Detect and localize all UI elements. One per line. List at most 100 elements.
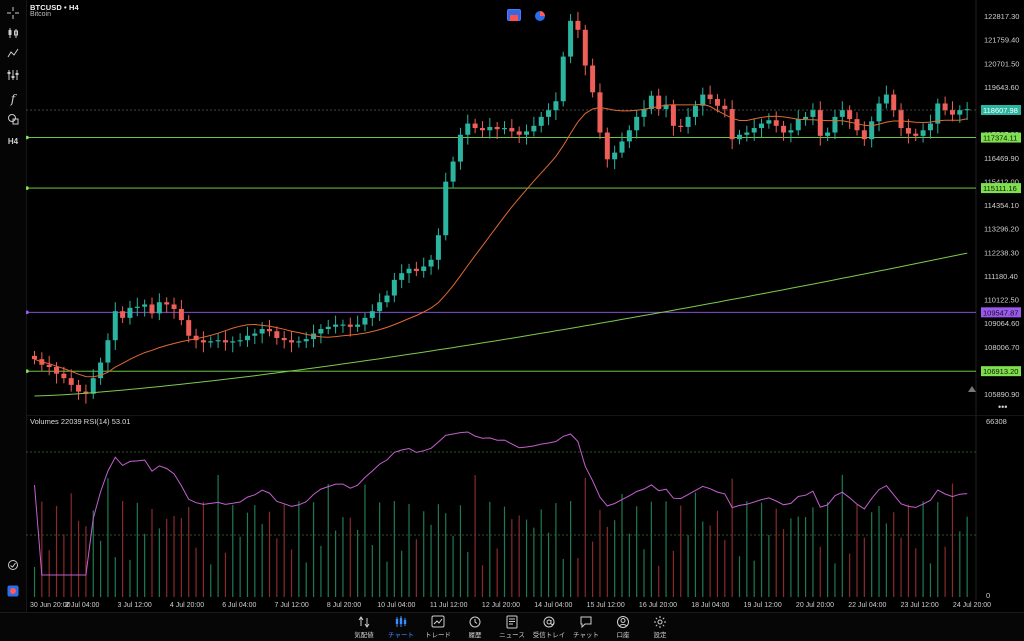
volume-bar [173, 515, 175, 597]
candle [766, 120, 772, 124]
volume-bar [724, 540, 726, 597]
candle [597, 92, 603, 133]
candle [810, 110, 816, 117]
more-options-icon[interactable]: ••• [998, 402, 1007, 412]
volume-bar [298, 501, 300, 597]
candle [222, 340, 228, 343]
volume-bar [584, 477, 586, 597]
volume-bar [276, 538, 278, 597]
nav-chat[interactable]: チャット [568, 614, 604, 640]
scroll-to-end-icon[interactable] [968, 386, 976, 392]
left-toolbar: f H4 [0, 0, 27, 612]
volume-bar [158, 528, 160, 597]
nav-history[interactable]: 履歴 [457, 614, 493, 640]
level-handle[interactable] [26, 135, 29, 140]
nav-chart[interactable]: チャート [383, 614, 419, 640]
candle [949, 110, 955, 115]
volume-bar [261, 524, 263, 597]
candle [274, 331, 280, 338]
nav-account[interactable]: 口座 [605, 614, 641, 640]
objects-icon[interactable] [3, 110, 23, 128]
volume-bar [687, 535, 689, 597]
volume-bar [768, 534, 770, 597]
volume-bar [907, 504, 910, 597]
one-click-trading-icon[interactable] [534, 9, 546, 21]
candle [502, 128, 507, 130]
nav-news[interactable]: ニュース [494, 614, 530, 640]
volume-bar [540, 509, 542, 597]
indicators-icon[interactable] [3, 44, 23, 62]
level-handle[interactable] [26, 369, 29, 373]
volume-bar [55, 505, 58, 597]
volume-bar [606, 526, 608, 597]
candle [164, 302, 170, 305]
volume-bar [782, 529, 785, 597]
candle [244, 335, 250, 341]
volume-bar [555, 503, 557, 597]
nav-label: 設定 [653, 632, 667, 639]
candle [590, 65, 596, 93]
volume-bar [77, 520, 80, 597]
volume-bar [320, 545, 322, 597]
record-icon[interactable] [3, 582, 23, 600]
timeframe-button[interactable]: H4 [7, 136, 19, 146]
candle [920, 130, 926, 136]
candle [112, 311, 118, 341]
nav-label: 気配値 [354, 632, 374, 639]
level-handle[interactable] [26, 310, 29, 315]
candle [707, 94, 713, 100]
nav-quotes[interactable]: 気配値 [346, 614, 382, 640]
time-tick-label: 12 Jul 20:00 [482, 602, 520, 609]
function-icon[interactable]: f [10, 92, 16, 106]
candle [362, 317, 368, 325]
volume-bar [195, 547, 197, 597]
volume-bar [290, 549, 293, 597]
level-handle[interactable] [26, 186, 29, 190]
volume-bar [731, 478, 733, 597]
nav-label: チャット [573, 632, 599, 639]
candle [318, 329, 324, 334]
volume-bar [643, 549, 645, 597]
candle [54, 366, 60, 374]
volume-bar [364, 484, 366, 597]
candle [869, 121, 875, 140]
nav-trade[interactable]: トレード [420, 614, 456, 640]
zoom-icon[interactable] [3, 556, 23, 574]
current-price-label: 118607.98 [983, 106, 1018, 115]
indicator-settings-icon[interactable] [3, 66, 23, 84]
candle [825, 132, 831, 136]
candle [208, 341, 214, 343]
volume-bar [922, 501, 924, 597]
candle [303, 339, 309, 342]
candle [553, 101, 559, 111]
candles-icon[interactable] [3, 24, 23, 42]
volume-bar [379, 502, 381, 597]
time-tick-label: 22 Jul 04:00 [848, 602, 886, 609]
time-tick-label: 10 Jul 04:00 [377, 602, 415, 609]
candle [524, 131, 530, 135]
trade-icon [420, 615, 456, 629]
volume-bar [188, 506, 190, 597]
candle [61, 373, 67, 379]
candle [538, 116, 544, 126]
volume-bar [114, 557, 116, 597]
price-chart[interactable]: 122817.30121759.40120701.50119643.601185… [26, 0, 1024, 415]
volume-bar [871, 512, 873, 597]
candle [406, 268, 412, 274]
candle [296, 341, 302, 343]
time-tick-label: 30 Jun 20:00 [30, 602, 71, 609]
nav-inbox[interactable]: 受信トレイ [531, 614, 567, 640]
volume-bar [459, 505, 462, 597]
candle [98, 362, 104, 379]
nav-settings[interactable]: 設定 [642, 614, 678, 640]
volume-bar [217, 474, 219, 597]
symbol-title: BTCUSD • H4 [30, 3, 79, 12]
volume-bar [650, 501, 652, 597]
price-tick-label: 113296.20 [984, 225, 1019, 234]
candle [487, 126, 493, 131]
crosshair-icon[interactable] [3, 4, 23, 22]
volume-bar [562, 558, 564, 597]
rsi-line [34, 431, 968, 576]
volume-rsi-panel[interactable]: Volumes 22039 RSI(14) 53.01 66308 0 [26, 415, 1024, 600]
